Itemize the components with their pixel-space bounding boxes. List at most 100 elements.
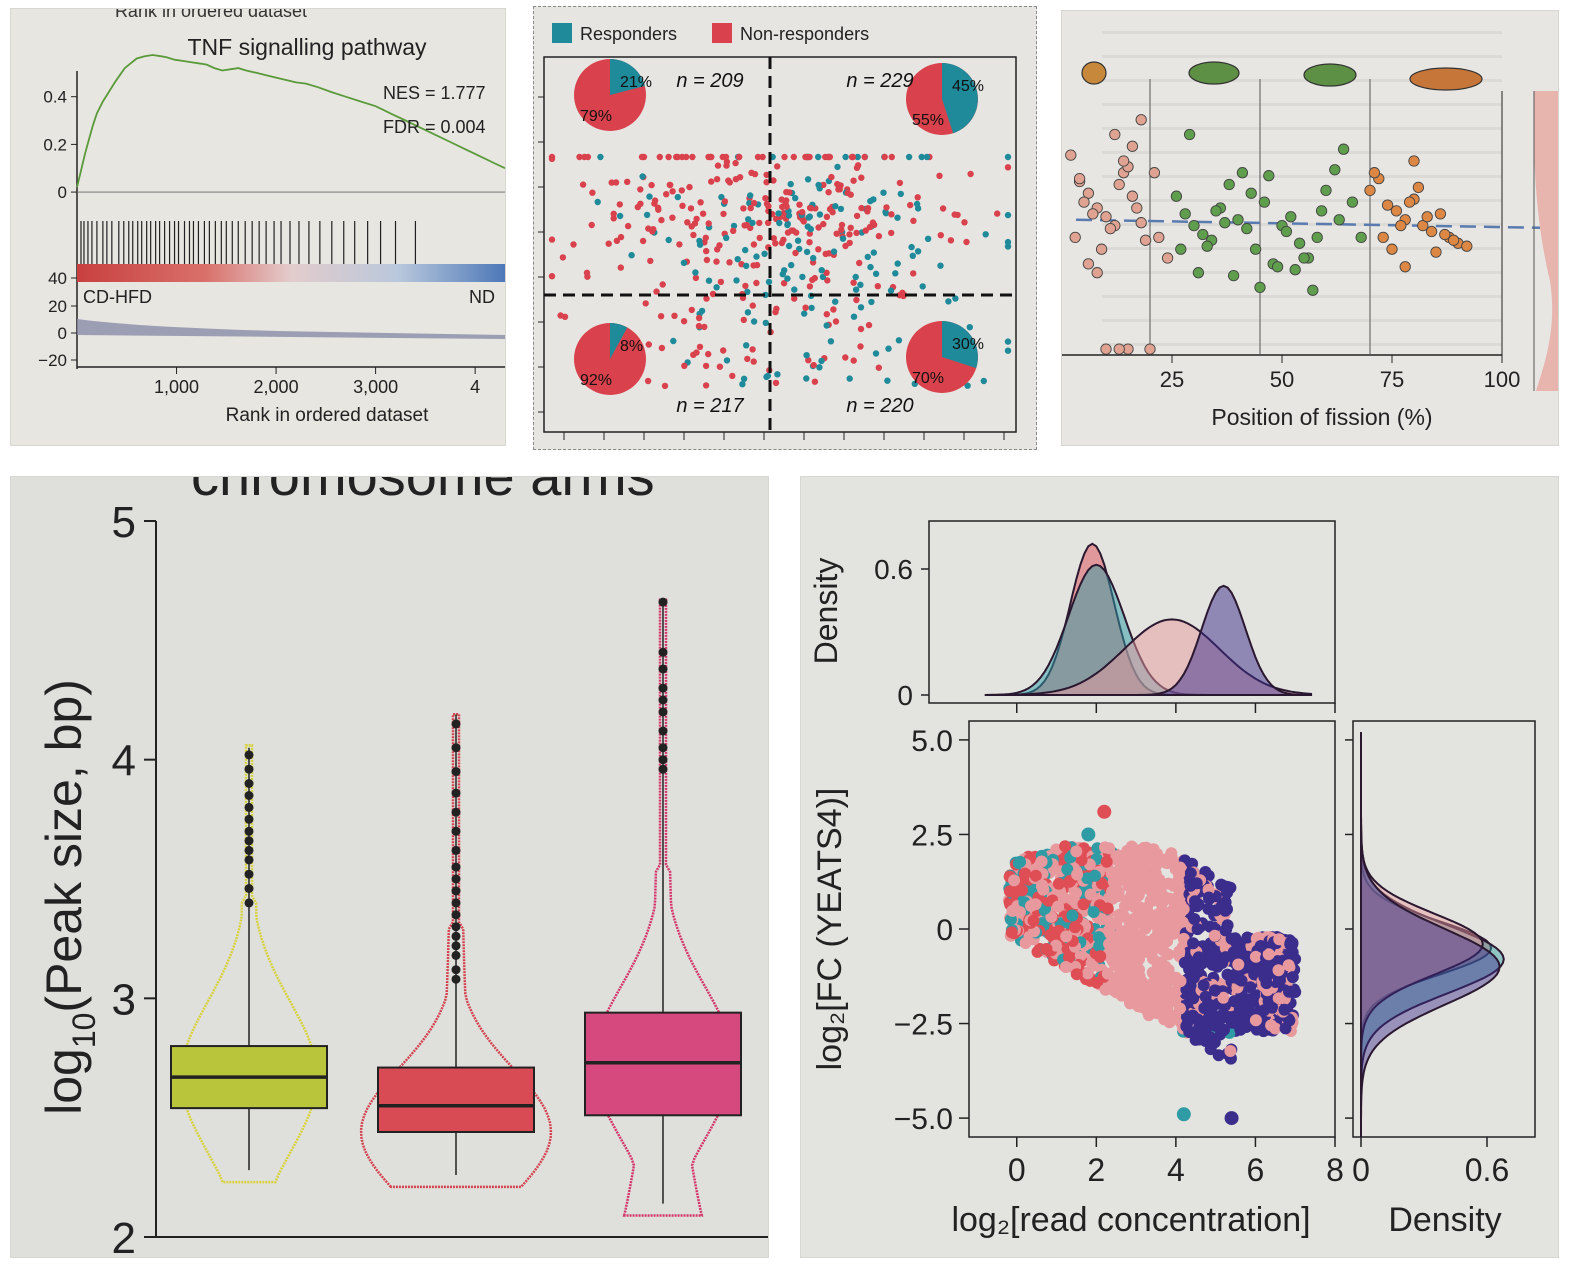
data-point xyxy=(764,219,772,226)
data-point xyxy=(721,198,729,205)
outlier-point xyxy=(658,647,668,657)
data-point xyxy=(832,318,840,325)
x-tick-label: 2,000 xyxy=(254,377,299,397)
outlier-point xyxy=(451,845,461,855)
scatter-point xyxy=(1115,909,1128,922)
data-point xyxy=(747,204,754,212)
data-point xyxy=(982,231,989,238)
outlier-point xyxy=(658,743,668,753)
fission-point xyxy=(1232,214,1244,226)
scatter-point xyxy=(1052,900,1065,913)
data-point xyxy=(865,321,873,329)
fission-point xyxy=(1333,214,1345,226)
main-x-label: log₂[read concentration] xyxy=(951,1201,1310,1239)
data-point xyxy=(823,269,830,276)
data-point xyxy=(936,172,943,179)
fission-point xyxy=(1434,208,1447,220)
data-point xyxy=(762,195,769,202)
top-density-tick-label: 0 xyxy=(897,680,913,711)
data-point xyxy=(796,201,803,208)
data-point xyxy=(612,179,620,186)
data-point xyxy=(808,304,815,312)
fission-point xyxy=(1091,267,1103,279)
data-point xyxy=(834,163,841,171)
fission-point xyxy=(1377,231,1389,244)
pie-responders xyxy=(610,323,628,359)
scatter-point xyxy=(1133,970,1146,983)
data-point xyxy=(616,212,624,220)
scatter-point xyxy=(1087,906,1100,918)
scatter-point xyxy=(1167,909,1180,922)
fission-point xyxy=(1126,190,1139,202)
mean-dashed-line xyxy=(1075,218,1541,230)
scatter-point xyxy=(1188,913,1201,925)
scatter-point xyxy=(1272,964,1285,977)
violin-y-tick-label: 4 xyxy=(112,737,136,786)
data-point xyxy=(896,179,904,187)
scatter-point xyxy=(1124,976,1136,989)
box xyxy=(377,1066,535,1133)
data-point xyxy=(702,362,710,370)
data-point xyxy=(708,178,715,185)
data-point xyxy=(1004,238,1012,246)
data-point xyxy=(844,189,851,197)
data-point xyxy=(815,181,822,189)
outlier-point xyxy=(658,664,668,674)
data-point xyxy=(669,188,676,195)
data-point xyxy=(576,153,583,161)
data-point xyxy=(1004,338,1012,345)
scatter-point xyxy=(1124,997,1137,1010)
fission-point xyxy=(1315,205,1328,217)
data-point xyxy=(846,375,853,382)
legend-swatch-nonresponders xyxy=(712,23,732,43)
quadrant-count: n = 209 xyxy=(676,70,743,92)
fission-point xyxy=(1223,178,1235,191)
data-point xyxy=(842,153,849,161)
outlier-point xyxy=(451,788,461,798)
data-point xyxy=(753,253,760,260)
scatter-point xyxy=(1279,1022,1292,1035)
gsea-panel: Rank in ordered dataset TNF signalling pa… xyxy=(10,8,506,446)
data-point xyxy=(829,209,836,216)
scatter-point xyxy=(1152,1002,1165,1015)
scatter-point xyxy=(1035,855,1048,868)
scatter-point xyxy=(1258,1004,1271,1017)
ranked-metric-area xyxy=(77,319,505,339)
data-point xyxy=(680,259,688,266)
scatter-point xyxy=(1112,886,1125,899)
outlier-point xyxy=(244,884,254,893)
main-x-tick-label: 6 xyxy=(1247,1152,1265,1188)
scatter-point xyxy=(1099,841,1111,854)
metric-tick-label: −20 xyxy=(38,351,67,370)
data-point xyxy=(725,177,732,184)
scatter-point xyxy=(1029,898,1042,911)
scatter-point xyxy=(1187,937,1200,950)
fdr-label: FDR = 0.004 xyxy=(383,117,486,137)
data-point xyxy=(644,377,652,385)
outlier-point xyxy=(658,726,668,736)
data-point xyxy=(833,230,840,237)
violin-outline xyxy=(359,713,553,1189)
fission-point xyxy=(1241,222,1253,235)
fission-point xyxy=(1179,208,1191,220)
fission-point xyxy=(1139,234,1152,246)
data-point xyxy=(850,279,857,286)
outlier-point xyxy=(658,764,668,774)
data-point xyxy=(785,242,793,250)
data-point xyxy=(897,190,904,198)
outlier-point xyxy=(244,826,254,836)
data-point xyxy=(720,210,727,218)
data-point xyxy=(776,219,783,227)
scatter-point xyxy=(1220,884,1233,897)
scatter-point xyxy=(1174,975,1187,988)
data-point xyxy=(653,288,660,295)
background-text-line xyxy=(1102,343,1502,346)
data-point xyxy=(719,153,726,161)
scatter-point xyxy=(1040,943,1053,955)
data-point xyxy=(816,211,824,218)
scatter-point xyxy=(1045,910,1058,923)
data-point xyxy=(671,312,678,319)
data-point xyxy=(703,247,710,255)
data-point xyxy=(690,351,697,358)
main-y-tick-label: 0 xyxy=(936,914,953,947)
